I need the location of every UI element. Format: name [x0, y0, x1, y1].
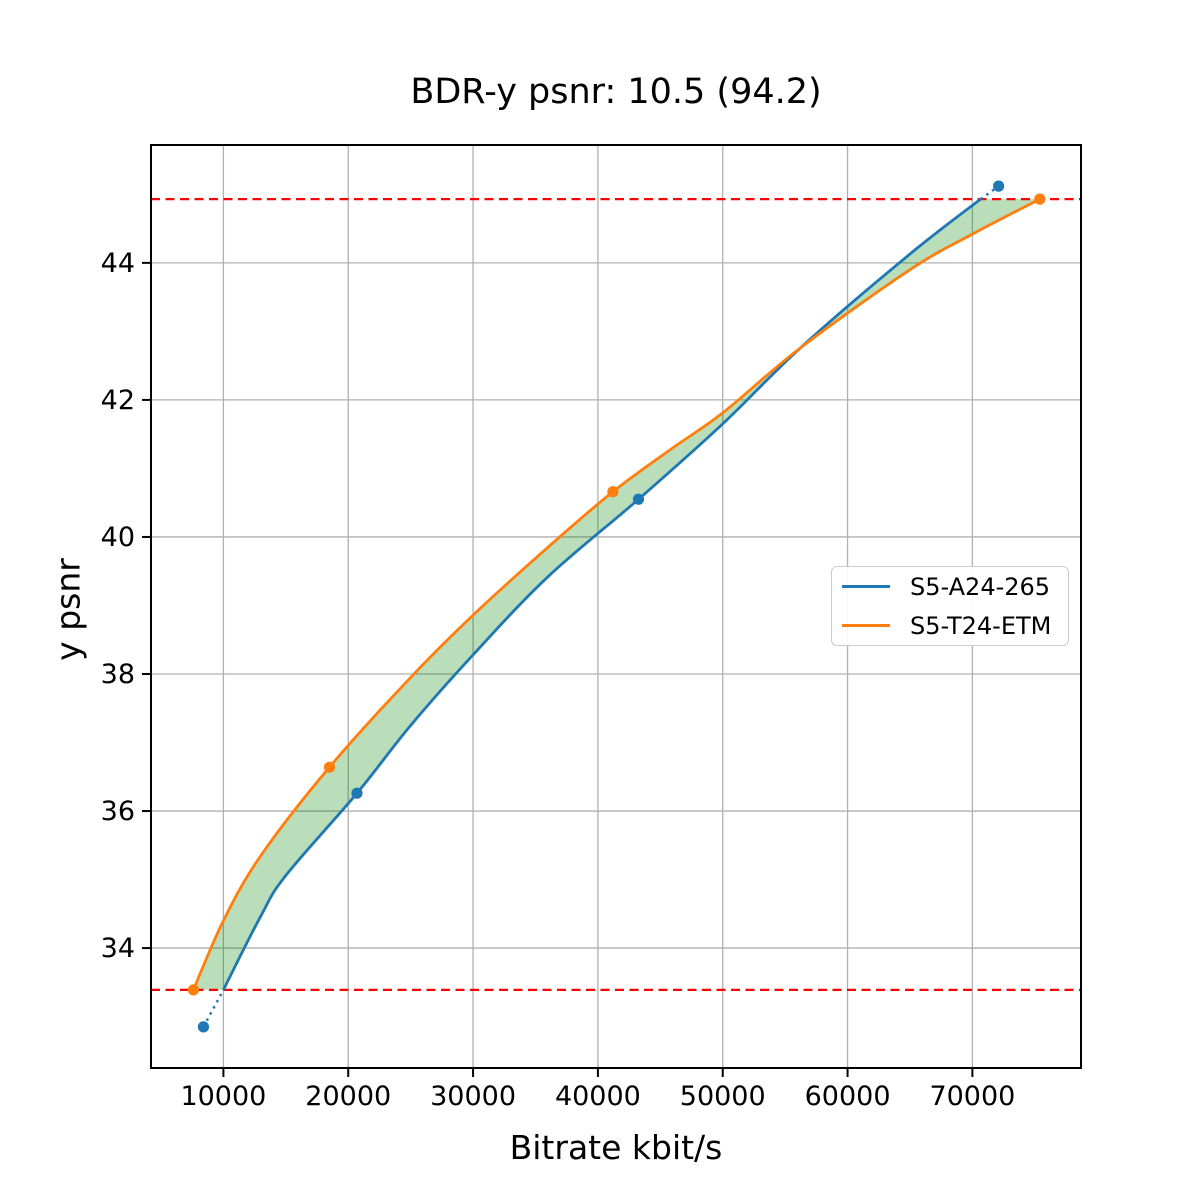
- x-tick-label: 30000: [430, 1081, 516, 1112]
- y-tick-label: 36: [101, 796, 135, 827]
- data-point-marker-S5-T24-ETM: [1034, 193, 1046, 205]
- data-point-marker-S5-A24-265: [993, 180, 1005, 192]
- legend-box: S5-A24-265 S5-T24-ETM: [831, 566, 1069, 646]
- y-tick-label: 34: [101, 933, 135, 964]
- data-point-marker-S5-A24-265: [632, 493, 645, 505]
- x-tick-label: 70000: [929, 1081, 1015, 1112]
- legend-label: S5-A24-265: [910, 572, 1051, 601]
- data-point-marker-S5-T24-ETM: [323, 761, 336, 773]
- series-curve-S5-A24-265: [222, 197, 982, 991]
- x-tick-label: 40000: [555, 1081, 641, 1112]
- data-point-marker-S5-T24-ETM: [187, 984, 200, 996]
- chart-title: BDR-y psnr: 10.5 (94.2): [410, 72, 822, 112]
- legend-label: S5-T24-ETM: [910, 611, 1052, 640]
- data-point-marker-S5-A24-265: [197, 1021, 210, 1033]
- y-tick-label: 40: [101, 522, 135, 553]
- y-axis-label: y psnr: [48, 558, 88, 661]
- axes-spines: [150, 144, 1082, 1069]
- series-dotted-extension-S5-A24-265: [202, 989, 225, 1028]
- legend-item-blue: S5-A24-265: [832, 567, 1068, 606]
- data-point-marker-S5-T24-ETM: [607, 486, 619, 498]
- legend-line-swatch-blue: [842, 584, 890, 589]
- y-tick-label: 44: [101, 248, 135, 279]
- x-tick-label: 20000: [305, 1081, 391, 1112]
- y-tick-label: 42: [101, 385, 135, 416]
- x-tick-label: 60000: [805, 1081, 891, 1112]
- legend-line-swatch-orange: [842, 623, 890, 628]
- data-point-marker-S5-A24-265: [351, 787, 363, 799]
- x-tick-label: 10000: [180, 1081, 266, 1112]
- x-tick-label: 50000: [680, 1081, 766, 1112]
- x-axis-label: Bitrate kbit/s: [509, 1128, 723, 1167]
- legend-item-orange: S5-T24-ETM: [832, 606, 1068, 645]
- y-tick-label: 38: [101, 659, 135, 690]
- series-curve-S5-T24-ETM: [192, 197, 1041, 991]
